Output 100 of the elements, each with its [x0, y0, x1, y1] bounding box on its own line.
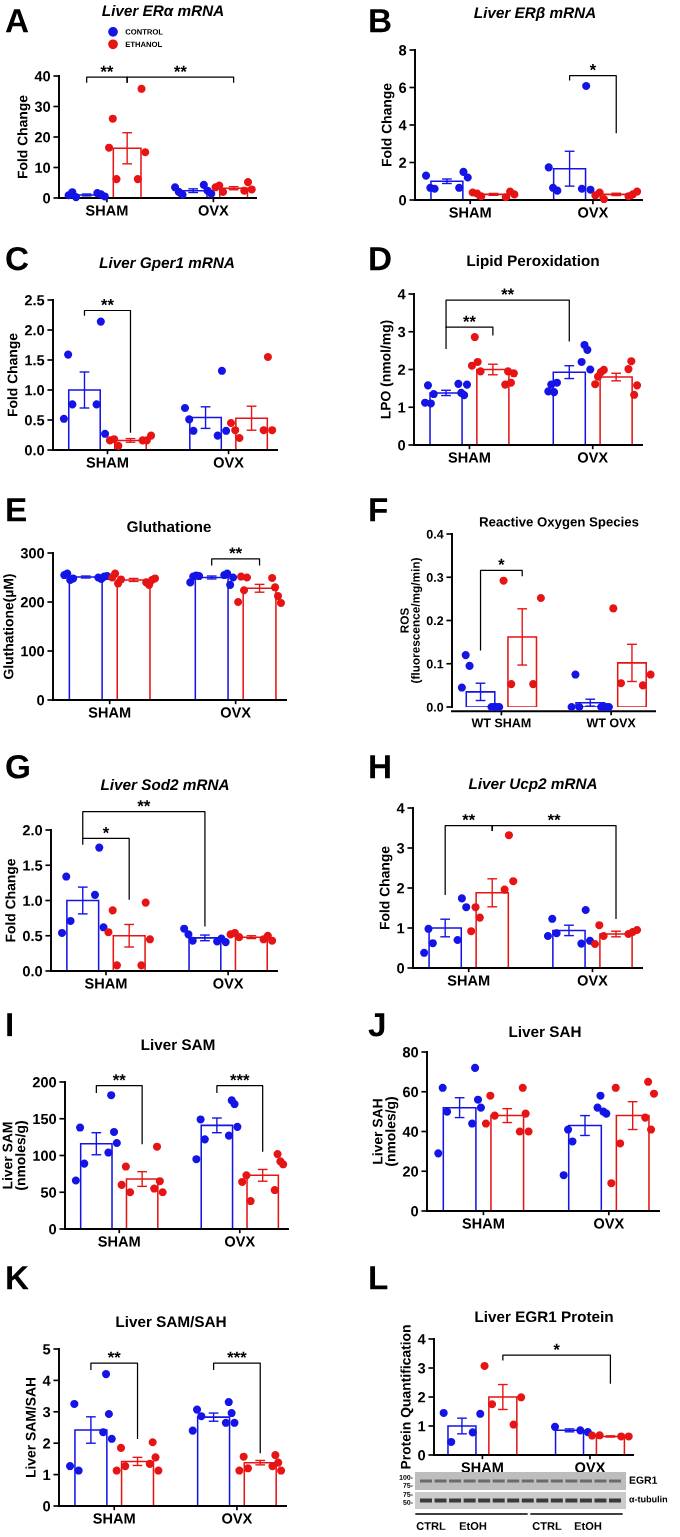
- y-tick-label: 20: [34, 132, 51, 143]
- y-tick-label: 0: [49, 1224, 57, 1235]
- text: I: [7, 1013, 13, 1037]
- y-tick-label: 150: [33, 1113, 57, 1125]
- x-tick-label: OVX: [224, 1236, 256, 1247]
- y-tick-label: 0: [399, 195, 407, 206]
- y-tick-label: 1: [398, 402, 406, 413]
- text: A: [5, 9, 29, 33]
- chart-title: Lipid Peroxidation: [467, 254, 599, 270]
- y-tick-label: 1.5: [25, 355, 45, 366]
- x-tick-label: SHAM: [88, 707, 131, 718]
- y-tick-label: 20: [402, 1166, 419, 1177]
- annotation: **: [463, 315, 476, 322]
- x-tick-label: OVX: [213, 978, 244, 989]
- y-tick-label: 0.0: [24, 445, 45, 456]
- y-tick-label: 3: [42, 1406, 51, 1418]
- y-tick-label: 2.5: [24, 295, 45, 306]
- y-tick-label: 1.0: [23, 895, 43, 906]
- x-tick-label: SHAM: [447, 975, 490, 986]
- y-tick-label: 0.1: [426, 659, 444, 669]
- text: C: [6, 246, 29, 271]
- x-tick-label: SHAM: [98, 1236, 140, 1247]
- annotation: **: [101, 299, 114, 306]
- y-tick-label: 1: [418, 1421, 426, 1432]
- chart-title: Liver SAM/SAH: [116, 1315, 226, 1328]
- y-tick-label: 300: [20, 548, 45, 559]
- annotation: *: [498, 558, 505, 566]
- y-tick-label: 0: [418, 1450, 426, 1461]
- y-axis-title: Liver SAM (nmoles/g): [2, 1121, 29, 1190]
- x-tick-label: SHAM: [448, 452, 490, 463]
- text: **: [112, 1074, 126, 1081]
- text: B: [370, 9, 391, 33]
- y-tick-label: 4: [42, 1375, 51, 1386]
- y-tick-label: 4: [397, 289, 406, 300]
- y-tick-label: 50: [40, 1187, 57, 1198]
- text: J: [368, 1013, 385, 1037]
- y-tick-label: 2: [399, 157, 407, 168]
- y-axis-title: Fold Change: [17, 95, 31, 179]
- y-axis-title: Liver SAM/SAH: [25, 1377, 36, 1478]
- y-axis-title: Fold Change: [379, 846, 393, 930]
- annotation: *: [553, 1343, 560, 1350]
- x-tick-label: SHAM: [93, 1513, 135, 1524]
- y-tick-label: 2.0: [22, 825, 43, 836]
- y-tick-label: 8: [399, 45, 407, 56]
- y-tick-label: 1.0: [25, 385, 45, 396]
- text: α-tubulin: [629, 1495, 668, 1503]
- y-tick-label: 80: [402, 1047, 419, 1058]
- x-tick-label: SHAM: [449, 207, 491, 218]
- x-tick-label: OVX: [213, 457, 244, 468]
- text: F: [370, 498, 388, 522]
- x-tick-label: OVX: [198, 205, 229, 216]
- annotation: **: [462, 814, 476, 821]
- y-tick-label: 0.3: [426, 573, 444, 582]
- annotation: *: [102, 826, 110, 834]
- annotation: **: [107, 1351, 121, 1358]
- x-tick-label: SHAM: [462, 1218, 504, 1229]
- text: G: [6, 754, 29, 779]
- y-axis-title: Gluthatione(µM): [3, 574, 17, 679]
- y-tick-label: 30: [34, 101, 51, 112]
- chart-title: Liver ERα mRNA: [102, 4, 224, 17]
- y-tick-label: 2: [418, 1392, 426, 1403]
- text: H: [370, 755, 390, 779]
- x-tick-label: OVX: [222, 1513, 253, 1524]
- y-tick-label: 2: [43, 1438, 51, 1449]
- y-tick-label: 100: [21, 646, 45, 657]
- y-tick-label: 0.4: [426, 529, 444, 539]
- chart-title: Liver Sod2 mRNA: [100, 778, 229, 791]
- x-tick-label: SHAM: [85, 205, 128, 216]
- y-tick-label: 4: [417, 1334, 426, 1345]
- y-tick-label: 0.0: [426, 702, 444, 712]
- y-tick-label: 4: [398, 120, 407, 131]
- text: L: [370, 1266, 388, 1290]
- y-tick-label: 0: [43, 193, 51, 204]
- x-tick-label: WT SHAM: [471, 718, 531, 728]
- chart-title: Liver EGR1 Protein: [475, 1310, 613, 1323]
- y-axis-title: Liver SAH (nmoles/g): [372, 1097, 399, 1166]
- y-axis-title: Fold Change: [7, 333, 21, 417]
- chart-title: Reactive Oxygen Species: [479, 516, 639, 530]
- annotation: ***: [227, 1351, 247, 1358]
- x-tick-label: OVX: [577, 975, 608, 986]
- y-tick-label: 5: [43, 1344, 51, 1355]
- x-tick-label: SHAM: [84, 978, 127, 989]
- y-axis-title: ROS (fluorescence/mg/min): [400, 558, 423, 683]
- text: D: [370, 247, 391, 271]
- annotation: **: [501, 288, 515, 295]
- chart-title: Liver SAM: [141, 1038, 215, 1051]
- y-axis-title: Fold Change: [381, 83, 395, 167]
- x-tick-label: WT OVX: [586, 718, 636, 728]
- text: **: [137, 800, 151, 807]
- y-tick-label: 1: [397, 923, 405, 934]
- y-tick-label: 0.5: [22, 930, 43, 942]
- text: **: [173, 65, 187, 72]
- y-tick-label: 0.5: [24, 415, 45, 426]
- y-axis-title: Protein Quantification: [400, 1325, 414, 1469]
- x-tick-label: OVX: [578, 207, 609, 218]
- y-tick-label: 1.5: [23, 860, 43, 871]
- y-tick-label: 0.2: [426, 616, 444, 626]
- y-tick-label: 3: [417, 1363, 426, 1374]
- y-tick-label: 2: [398, 364, 406, 375]
- y-tick-label: 3: [397, 326, 406, 338]
